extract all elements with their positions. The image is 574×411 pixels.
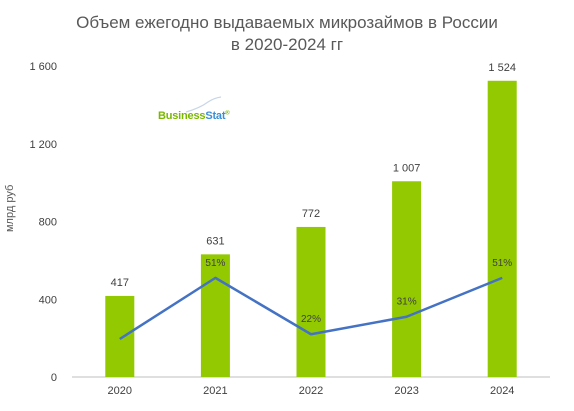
x-tick-label: 2020 (108, 385, 132, 397)
growth-label: 22% (301, 314, 321, 325)
businessstat-logo: BusinessStat® (158, 110, 230, 122)
bar (105, 295, 135, 377)
bar-value-label: 417 (111, 277, 129, 289)
bar-value-label: 631 (206, 235, 224, 247)
growth-label: 51% (492, 258, 512, 269)
bar (487, 80, 517, 378)
bars (105, 80, 517, 378)
bar (296, 226, 326, 377)
x-tick-label: 2021 (203, 385, 227, 397)
x-tick-label: 2024 (490, 385, 514, 397)
logo-mark: ® (225, 110, 230, 117)
y-tick-label: 800 (39, 217, 57, 229)
bar-value-label: 1 007 (393, 162, 421, 174)
chart-title-line-1: Объем ежегодно выдаваемых микрозаймов в … (76, 13, 498, 32)
growth-label: 51% (205, 258, 225, 269)
growth-line (119, 276, 503, 341)
data-labels: 417 631 772 1 007 1 524 51% 22% 31% 51% (111, 62, 516, 325)
chart-title: Объем ежегодно выдаваемых микрозаймов в … (0, 12, 574, 56)
logo-part-2: Stat (205, 110, 226, 122)
logo-part-1: Business (158, 110, 206, 122)
y-tick-label: 0 (51, 372, 57, 384)
logo-swoosh-icon (185, 96, 222, 113)
x-tick-label: 2023 (394, 385, 418, 397)
bar (392, 181, 422, 377)
bar-value-label: 772 (302, 208, 320, 220)
y-tick-label: 400 (39, 294, 57, 306)
growth-label: 31% (397, 297, 417, 308)
growth-line-series (119, 276, 503, 341)
axes: 0 400 800 1 200 1 600 2020 2021 2022 2023 2024 (29, 61, 550, 397)
chart-title-line-2: в 2020-2024 гг (230, 35, 344, 54)
bar-value-label: 1 524 (488, 62, 516, 74)
x-tick-label: 2022 (299, 385, 323, 397)
bar (200, 254, 230, 377)
y-tick-label: 1 200 (29, 139, 57, 151)
y-tick-label: 1 600 (29, 61, 57, 73)
